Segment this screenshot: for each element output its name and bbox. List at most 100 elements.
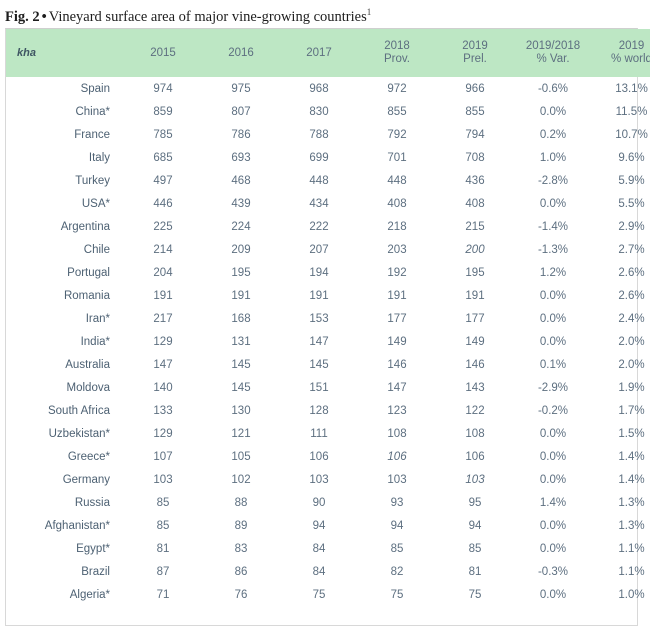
cell-variation: 0.0%	[539, 289, 567, 302]
cell-country: Egypt*	[76, 542, 110, 555]
cell-country: Portugal	[67, 266, 110, 279]
cell-2015: 85	[156, 519, 170, 532]
cell-variation: 0.0%	[539, 542, 567, 555]
cell-2018-prov: 203	[387, 243, 407, 256]
cell-2016: 145	[231, 381, 251, 394]
cell-variation: 1.4%	[539, 496, 567, 509]
table-row: Russia 85 88 90 93 95 1.4% 1.3%	[6, 491, 650, 514]
cell-variation: 0.0%	[539, 197, 567, 210]
cell-2019-prel: 149	[465, 335, 485, 348]
column-header-unit: kha	[6, 29, 124, 77]
table-row: Portugal 204 195 194 192 195 1.2% 2.6%	[6, 261, 650, 284]
cell-2017: 94	[312, 519, 326, 532]
table-row: India* 129 131 147 149 149 0.0% 2.0%	[6, 330, 650, 353]
table-header: kha 2015 2016 2017 2018	[6, 29, 650, 77]
cell-2018-prov: 75	[390, 588, 404, 601]
cell-2017: 128	[309, 404, 329, 417]
cell-variation: 0.0%	[539, 473, 567, 486]
cell-world-share: 1.0%	[618, 588, 645, 601]
column-header-2019prel-line2: Prel.	[463, 53, 487, 65]
cell-2015: 81	[156, 542, 170, 555]
cell-variation: -0.3%	[537, 565, 569, 578]
table-row: Iran* 217 168 153 177 177 0.0% 2.4%	[6, 307, 650, 330]
cell-2019-prel: 708	[465, 151, 485, 164]
cell-2016: 209	[231, 243, 251, 256]
cell-variation: 0.0%	[539, 519, 567, 532]
cell-2018-prov: 218	[387, 220, 407, 233]
cell-2015: 133	[153, 404, 173, 417]
cell-2019-prel: 855	[465, 105, 485, 118]
cell-country: France	[74, 128, 110, 141]
cell-2015: 497	[153, 174, 173, 187]
cell-2018-prov: 191	[387, 289, 407, 302]
cell-2016: 89	[234, 519, 248, 532]
cell-variation: -2.9%	[537, 381, 569, 394]
table-row: China* 859 807 830 855 855 0.0% 11.5%	[6, 100, 650, 123]
cell-world-share: 5.9%	[618, 174, 645, 187]
cell-2017: 153	[309, 312, 329, 325]
cell-country: Afghanistan*	[44, 519, 110, 532]
cell-2016: 102	[231, 473, 251, 486]
cell-2019-prel: 103	[465, 473, 485, 486]
cell-world-share: 1.9%	[618, 381, 645, 394]
table-body: Spain 974 975 968 972 966 -0.6% 13.1% China* 859 8…	[6, 77, 650, 606]
figure-label: Fig. 2	[5, 8, 40, 25]
cell-variation: 0.0%	[539, 335, 567, 348]
cell-country: Brazil	[81, 565, 110, 578]
cell-2015: 129	[153, 335, 173, 348]
table-row: Greece* 107 105 106 106 106 0.0% 1.4%	[6, 445, 650, 468]
column-header-var-line1: 2019/2018	[525, 40, 581, 52]
cell-country: Italy	[88, 151, 110, 164]
cell-2017: 222	[309, 220, 329, 233]
table-row: Chile 214 209 207 203 200 -1.3% 2.7%	[6, 238, 650, 261]
cell-2017: 194	[309, 266, 329, 279]
column-header-2018-line1: 2018	[384, 40, 410, 52]
cell-2015: 685	[153, 151, 173, 164]
cell-2017: 151	[309, 381, 329, 394]
cell-world-share: 1.7%	[618, 404, 645, 417]
cell-country: Germany	[62, 473, 110, 486]
cell-2018-prov: 972	[387, 82, 407, 95]
cell-2019-prel: 81	[468, 565, 482, 578]
cell-2016: 83	[234, 542, 248, 555]
cell-2018-prov: 94	[390, 519, 404, 532]
cell-2018-prov: 93	[390, 496, 404, 509]
cell-2017: 147	[309, 335, 329, 348]
cell-variation: 1.0%	[539, 151, 567, 164]
cell-2016: 86	[234, 565, 248, 578]
cell-variation: 0.0%	[539, 427, 567, 440]
column-header-2019prel-line1: 2019	[462, 40, 488, 52]
table-row: Moldova 140 145 151 147 143 -2.9% 1.9%	[6, 376, 650, 399]
cell-2016: 76	[234, 588, 248, 601]
cell-variation: 0.0%	[539, 105, 567, 118]
table-row: Uzbekistan* 129 121 111 108 108 0.0% 1.5%	[6, 422, 650, 445]
cell-world-share: 2.4%	[618, 312, 645, 325]
cell-2018-prov: 106	[387, 450, 407, 463]
cell-2016: 121	[231, 427, 251, 440]
cell-2019-prel: 95	[468, 496, 482, 509]
cell-variation: 0.2%	[539, 128, 567, 141]
column-header-world-line2: % world	[611, 53, 650, 65]
cell-2019-prel: 966	[465, 82, 485, 95]
cell-2019-prel: 146	[465, 358, 485, 371]
cell-variation: -2.8%	[537, 174, 569, 187]
cell-2017: 434	[309, 197, 329, 210]
cell-country: Romania	[63, 289, 110, 302]
cell-2018-prov: 149	[387, 335, 407, 348]
table-header-row: kha 2015 2016 2017 2018	[6, 29, 650, 77]
table-row: Spain 974 975 968 972 966 -0.6% 13.1%	[6, 77, 650, 100]
cell-variation: 0.1%	[539, 358, 567, 371]
column-header-2016: 2016	[202, 29, 280, 77]
cell-2017: 84	[312, 542, 326, 555]
cell-2017: 207	[309, 243, 329, 256]
cell-2019-prel: 200	[465, 243, 485, 256]
table-row: Romania 191 191 191 191 191 0.0% 2.6%	[6, 284, 650, 307]
cell-2016: 786	[231, 128, 251, 141]
cell-2015: 85	[156, 496, 170, 509]
table-row: USA* 446 439 434 408 408 0.0% 5.5%	[6, 192, 650, 215]
cell-variation: 0.0%	[539, 312, 567, 325]
cell-2018-prov: 448	[387, 174, 407, 187]
column-header-var-line2: % Var.	[536, 53, 570, 65]
cell-world-share: 2.7%	[618, 243, 645, 256]
cell-2019-prel: 436	[465, 174, 485, 187]
